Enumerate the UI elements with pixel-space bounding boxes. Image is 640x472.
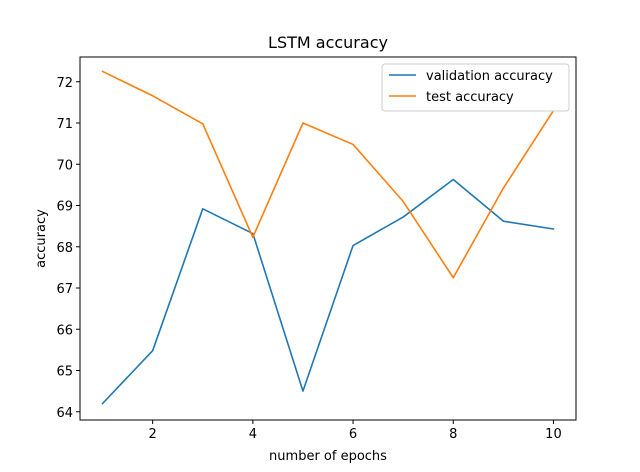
y-tick-label: 69 — [56, 200, 73, 215]
x-axis-label: number of epochs — [269, 449, 387, 464]
legend-box — [381, 63, 570, 112]
x-tick-label: 2 — [149, 427, 157, 442]
legend: validation accuracy test accuracy — [381, 63, 570, 112]
x-tick-label: 10 — [545, 427, 562, 442]
series-line-1 — [101, 70, 555, 279]
x-tick-label: 8 — [449, 427, 457, 442]
legend-label-0: validation accuracy — [426, 69, 553, 84]
axes-frame — [79, 56, 577, 421]
y-tick-label: 68 — [56, 241, 73, 256]
y-tick-label: 71 — [56, 117, 73, 132]
plot-area — [101, 70, 555, 405]
series-line-0 — [101, 178, 555, 405]
chart-title: LSTM accuracy — [268, 33, 388, 52]
y-tick-label: 72 — [56, 76, 73, 91]
y-tick-label: 65 — [56, 365, 73, 380]
y-tick-label: 64 — [56, 406, 73, 421]
legend-label-1: test accuracy — [426, 90, 514, 105]
y-axis-label: accuracy — [34, 209, 49, 268]
y-tick-label: 67 — [56, 282, 73, 297]
y-tick-label: 70 — [56, 158, 73, 173]
y-tick-label: 66 — [56, 323, 73, 338]
x-tick-label: 6 — [349, 427, 357, 442]
x-tick-label: 4 — [249, 427, 257, 442]
